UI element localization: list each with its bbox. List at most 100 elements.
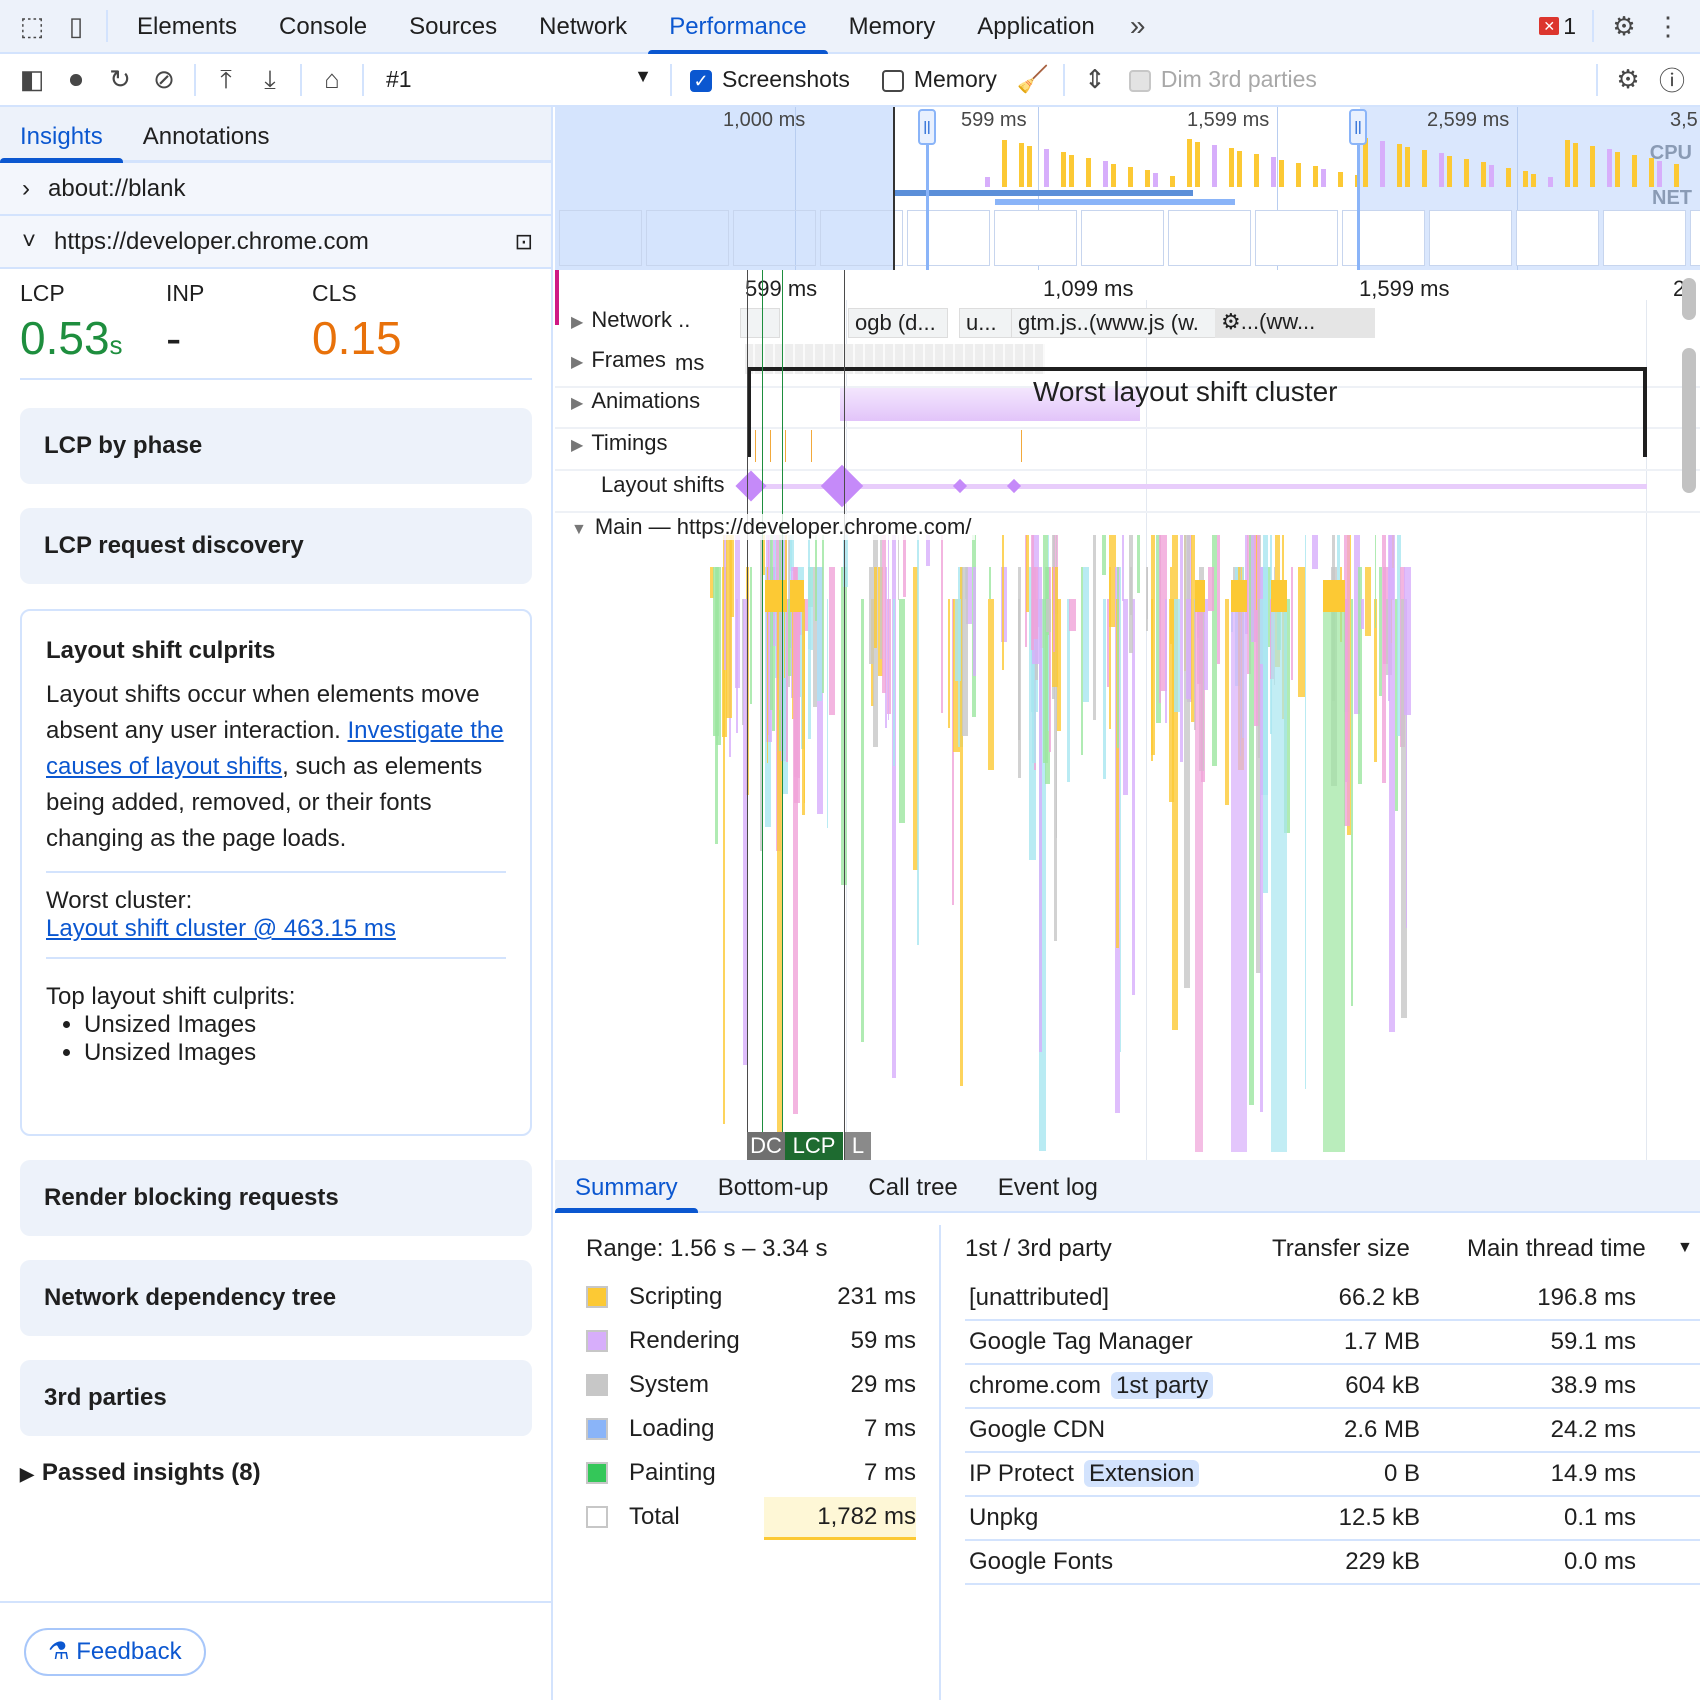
- flame-chart[interactable]: 599 ms 1,099 ms 1,599 ms 2 ogb (d... u... gtm.…: [555, 270, 1700, 1160]
- flame-event[interactable]: [973, 567, 976, 676]
- flame-event[interactable]: [710, 567, 715, 598]
- party-row[interactable]: chrome.com 1st party 604 kB 38.9 ms: [965, 1365, 1700, 1409]
- flame-event[interactable]: [1405, 599, 1408, 929]
- flame-event[interactable]: [1069, 599, 1076, 631]
- vertical-scrollbar[interactable]: [1682, 348, 1696, 493]
- screenshot-thumbnail[interactable]: [820, 210, 903, 266]
- flame-event[interactable]: [1066, 599, 1071, 782]
- flame-event[interactable]: [1045, 599, 1052, 633]
- flame-event[interactable]: [898, 535, 900, 601]
- home-icon[interactable]: ⌂: [324, 64, 340, 94]
- flame-event[interactable]: [812, 567, 818, 707]
- tab-annotations[interactable]: Annotations: [142, 123, 270, 150]
- flame-event[interactable]: [1172, 535, 1179, 1031]
- flame-event[interactable]: [1120, 567, 1122, 1052]
- network-request[interactable]: u...: [959, 308, 1019, 338]
- flame-event[interactable]: [951, 599, 954, 905]
- flame-event[interactable]: [1002, 535, 1004, 670]
- reload-record-icon[interactable]: ↻: [109, 64, 131, 94]
- flame-event[interactable]: [770, 535, 773, 710]
- flame-event[interactable]: [1267, 567, 1271, 647]
- flame-event[interactable]: [1108, 567, 1111, 730]
- tab-elements[interactable]: Elements: [137, 13, 238, 40]
- flame-event[interactable]: [1323, 580, 1345, 612]
- feedback-button[interactable]: ⚗ Feedback: [24, 1628, 206, 1676]
- flame-event[interactable]: [736, 599, 738, 733]
- flame-event[interactable]: [1263, 535, 1269, 893]
- flame-event[interactable]: [1129, 567, 1132, 615]
- investigate-link[interactable]: Investigate the causes of layout shifts: [46, 717, 504, 780]
- flame-event[interactable]: [789, 535, 794, 571]
- flame-event[interactable]: [1311, 535, 1318, 570]
- flame-event[interactable]: [1383, 567, 1388, 665]
- screenshot-thumbnail[interactable]: [1603, 210, 1686, 266]
- flame-event[interactable]: [1193, 599, 1196, 730]
- tab-bottom-up[interactable]: Bottom-up: [717, 1174, 829, 1201]
- flame-event[interactable]: [1083, 567, 1089, 703]
- flame-event[interactable]: [1180, 535, 1183, 763]
- flame-event[interactable]: [955, 599, 962, 682]
- flame-event[interactable]: [1249, 535, 1254, 1105]
- flame-event[interactable]: [735, 535, 741, 689]
- flame-event[interactable]: [912, 567, 918, 871]
- flame-event[interactable]: [768, 535, 770, 736]
- insight-lcp-request-discovery[interactable]: LCP request discovery: [20, 508, 532, 584]
- party-row[interactable]: Unpkg 12.5 kB 0.1 ms: [965, 1497, 1700, 1541]
- screenshot-thumbnail[interactable]: [1690, 210, 1700, 266]
- vertical-scrollbar[interactable]: [1682, 278, 1696, 320]
- flame-event[interactable]: [1122, 599, 1129, 795]
- flame-event[interactable]: [1049, 567, 1051, 752]
- flame-event[interactable]: [783, 535, 785, 720]
- clear-icon[interactable]: ⊘: [153, 64, 175, 94]
- flame-event[interactable]: [777, 599, 782, 1160]
- flame-event[interactable]: [1374, 535, 1376, 628]
- insight-render-blocking[interactable]: Render blocking requests: [20, 1160, 532, 1236]
- flame-event[interactable]: [1056, 599, 1062, 731]
- flame-event[interactable]: [1345, 599, 1348, 782]
- flame-event[interactable]: [1364, 567, 1372, 636]
- track-animations[interactable]: ▶ Animations: [567, 388, 705, 414]
- flame-event[interactable]: [817, 567, 823, 702]
- flame-event[interactable]: [1217, 535, 1221, 665]
- flame-event[interactable]: [1360, 599, 1364, 630]
- flame-event[interactable]: [1195, 580, 1205, 612]
- tab-insights[interactable]: Insights: [0, 107, 123, 163]
- garbage-collect-icon[interactable]: 🧹: [1016, 64, 1050, 94]
- zoom-to-page-icon[interactable]: ⊡: [514, 228, 533, 254]
- timing-mark[interactable]: [785, 430, 786, 462]
- flame-event[interactable]: [1255, 535, 1258, 610]
- flame-event[interactable]: [941, 535, 943, 714]
- flame-event[interactable]: [1258, 599, 1261, 758]
- more-menu-icon[interactable]: ⋮: [1655, 10, 1681, 41]
- tab-performance[interactable]: Performance: [648, 0, 828, 55]
- flame-event[interactable]: [1260, 567, 1263, 1112]
- flame-event[interactable]: [1109, 535, 1116, 627]
- flame-event[interactable]: [807, 535, 810, 650]
- network-request[interactable]: [740, 308, 780, 338]
- recording-select[interactable]: #1 ▼: [372, 66, 662, 93]
- flame-event[interactable]: [802, 599, 805, 816]
- party-row[interactable]: Google CDN 2.6 MB 24.2 ms: [965, 1409, 1700, 1453]
- flame-event[interactable]: [1052, 567, 1055, 653]
- flame-event[interactable]: [926, 535, 931, 567]
- help-icon[interactable]: ⓘ: [1658, 66, 1685, 96]
- flame-event[interactable]: [1102, 535, 1107, 575]
- page-item-developer-chrome[interactable]: ˅ https://developer.chrome.com ⊡: [0, 216, 551, 269]
- flame-event[interactable]: [1150, 599, 1154, 762]
- flame-event[interactable]: [903, 535, 907, 597]
- flame-event[interactable]: [765, 580, 787, 612]
- tab-event-log[interactable]: Event log: [997, 1174, 1098, 1201]
- toggle-sidebar-icon[interactable]: ◧: [19, 64, 45, 94]
- screenshot-thumbnail[interactable]: [994, 210, 1077, 266]
- insight-lcp-by-phase[interactable]: LCP by phase: [20, 408, 532, 484]
- selection-handle[interactable]: ||: [1349, 109, 1367, 145]
- flame-event[interactable]: [1155, 535, 1161, 723]
- flame-event[interactable]: [1132, 599, 1136, 995]
- flame-event[interactable]: [882, 535, 886, 693]
- screenshots-checkbox[interactable]: ✓ Screenshots: [690, 66, 850, 93]
- flame-event[interactable]: [759, 535, 763, 851]
- tab-summary[interactable]: Summary: [555, 1160, 698, 1213]
- flame-event[interactable]: [1190, 535, 1196, 723]
- flame-event[interactable]: [792, 567, 798, 1114]
- settings-gear-icon[interactable]: ⚙: [1612, 10, 1636, 41]
